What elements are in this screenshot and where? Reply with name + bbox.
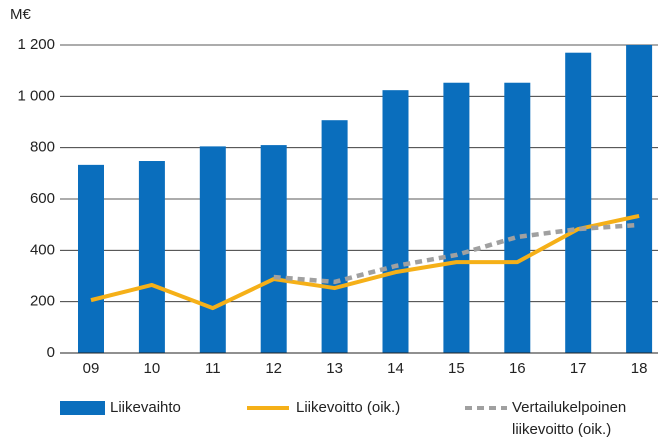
y-tick-label: 1 200 xyxy=(17,36,55,53)
bar xyxy=(321,120,348,353)
y-axis-label: M€ xyxy=(10,6,31,23)
legend-label: Liikevoitto (oik.) xyxy=(296,399,401,416)
x-tick-label: 16 xyxy=(509,360,526,377)
x-tick-label: 14 xyxy=(387,360,404,377)
legend-label: Liikevaihto xyxy=(110,399,181,416)
x-tick-label: 13 xyxy=(326,360,343,377)
x-tick-label: 09 xyxy=(83,360,100,377)
legend-label: Vertailukelpoinen liikevoitto (oik.) xyxy=(512,399,627,438)
legend-swatch xyxy=(60,401,105,415)
x-tick-label: 10 xyxy=(144,360,161,377)
x-tick-label: 11 xyxy=(205,360,221,377)
bar xyxy=(382,90,409,353)
y-tick-label: 400 xyxy=(30,241,55,258)
x-tick-label: 18 xyxy=(631,360,648,377)
bar xyxy=(626,45,653,353)
x-tick-label: 17 xyxy=(570,360,587,377)
bar xyxy=(443,82,470,353)
bar xyxy=(565,52,592,353)
dashed-line xyxy=(273,222,640,285)
x-tick-label: 12 xyxy=(265,360,282,377)
bar xyxy=(260,145,287,353)
y-tick-label: 0 xyxy=(47,344,55,361)
y-tick-label: 600 xyxy=(30,190,55,207)
x-tick-label: 15 xyxy=(448,360,465,377)
bar xyxy=(138,161,165,353)
bar xyxy=(199,146,226,353)
bar xyxy=(78,164,104,353)
y-tick-label: 200 xyxy=(30,293,55,310)
bar xyxy=(504,82,531,353)
y-tick-label: 800 xyxy=(30,139,55,156)
y-tick-label: 1 000 xyxy=(17,87,55,104)
line xyxy=(90,213,640,311)
